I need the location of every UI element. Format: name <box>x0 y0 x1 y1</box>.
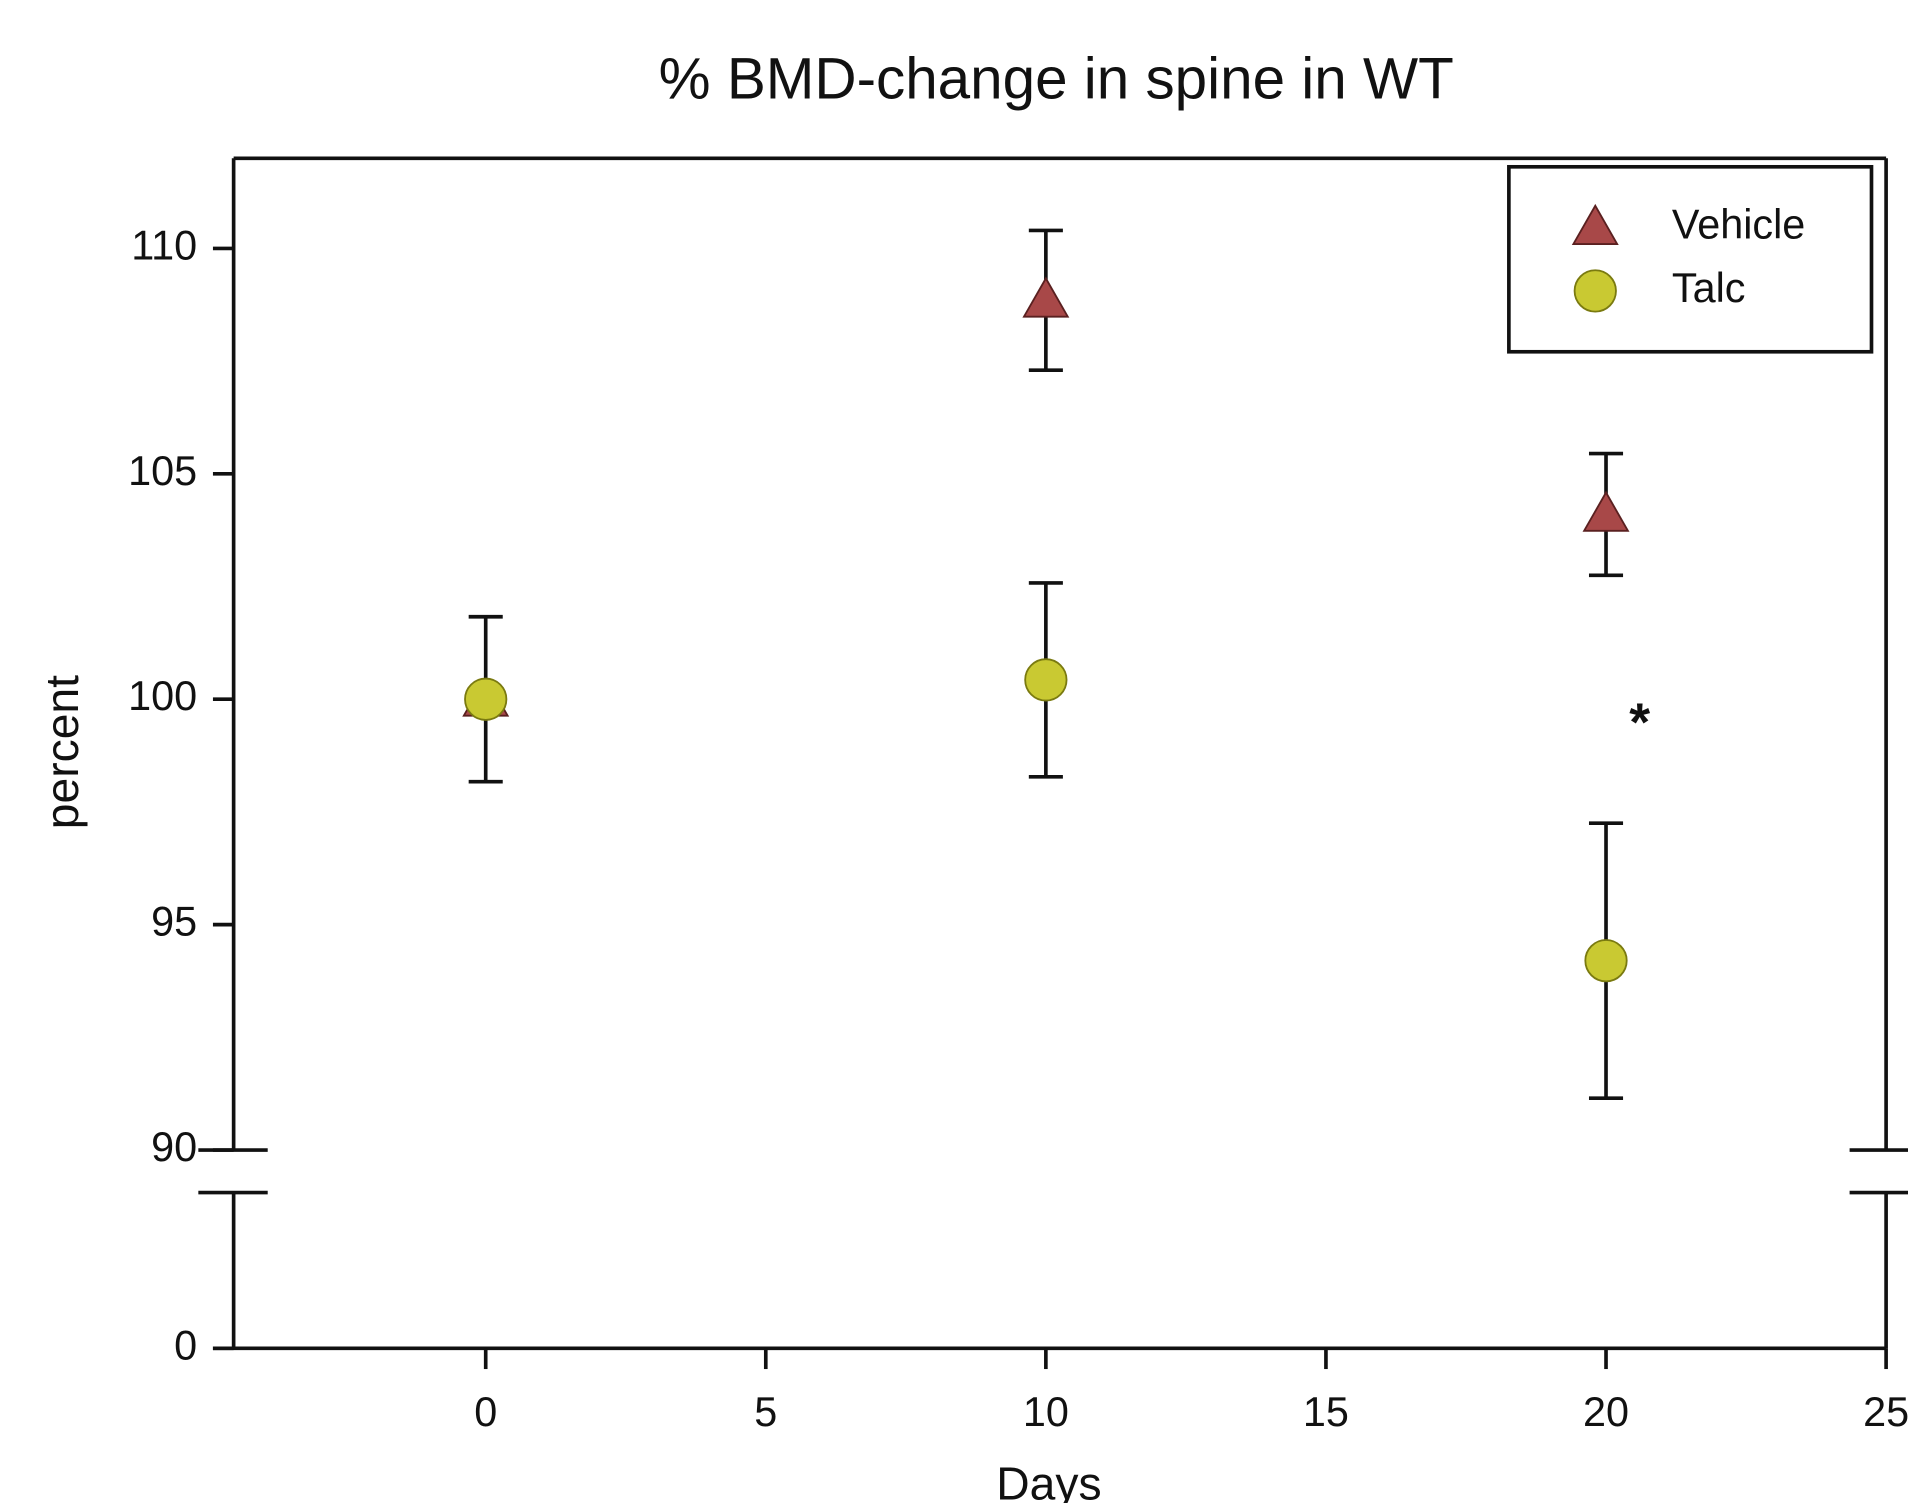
y-tick-label: 105 <box>128 448 197 494</box>
y-tick-label: 90 <box>151 1124 197 1170</box>
legend-swatch <box>1573 269 1617 313</box>
annotation: * <box>1629 693 1650 752</box>
data-point <box>1582 490 1630 532</box>
y-axis-label: percent <box>36 675 88 829</box>
x-tick-label: 20 <box>1583 1389 1629 1435</box>
data-point <box>1024 658 1068 702</box>
x-tick-label: 10 <box>1023 1389 1069 1435</box>
x-tick-label: 25 <box>1863 1389 1908 1435</box>
chart-title: % BMD-change in spine in WT <box>659 46 1454 111</box>
x-axis-label: Days <box>996 1457 1101 1503</box>
legend-label: Talc <box>1672 265 1746 311</box>
legend-box <box>1507 164 1874 354</box>
y-tick-label: 0 <box>174 1322 197 1368</box>
legend-label: Vehicle <box>1672 202 1805 248</box>
data-point <box>1584 939 1628 983</box>
data-point <box>1022 276 1070 318</box>
y-tick-label: 110 <box>131 222 197 268</box>
x-tick-label: 5 <box>754 1389 777 1435</box>
y-tick-label: 95 <box>151 899 197 945</box>
legend-swatch <box>1571 203 1619 245</box>
y-tick-label: 100 <box>128 673 197 719</box>
x-tick-label: 0 <box>474 1389 497 1435</box>
data-point <box>464 677 508 721</box>
x-tick-label: 15 <box>1303 1389 1349 1435</box>
